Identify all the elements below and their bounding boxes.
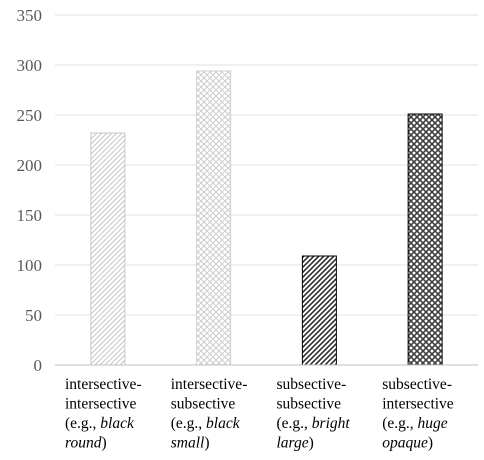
- svg-text:intersective-: intersective-: [65, 376, 142, 393]
- svg-text:intersective: intersective: [382, 396, 454, 413]
- x-axis-category-labels: intersective-intersective (e.g., black rou…: [65, 376, 454, 452]
- gridlines: [55, 14, 478, 316]
- bar: [407, 113, 443, 366]
- y-axis-ticks: 0 50 100 150 200 250 300 350: [17, 6, 43, 375]
- svg-text:subsective-: subsective-: [382, 376, 452, 393]
- x-category-label: subsective-subsective (e.g., bright large): [277, 376, 351, 452]
- svg-text:subsective-: subsective-: [277, 376, 347, 393]
- x-category-label: subsective-intersective (e.g., huge opaque…: [382, 376, 454, 452]
- x-category-label: intersective-intersective (e.g., black rou…: [65, 376, 142, 452]
- svg-text:large): large): [277, 435, 314, 452]
- svg-text:intersective-: intersective-: [171, 376, 248, 393]
- bar: [301, 255, 337, 366]
- svg-text:(e.g., black: (e.g., black: [171, 415, 241, 432]
- bar: [90, 132, 126, 366]
- y-tick-label: 250: [17, 106, 43, 125]
- svg-text:opaque): opaque): [382, 435, 433, 452]
- svg-text:(e.g., black: (e.g., black: [65, 415, 135, 432]
- y-tick-label: 350: [17, 6, 43, 25]
- y-tick-label: 0: [34, 356, 43, 375]
- y-tick-label: 150: [17, 206, 43, 225]
- svg-text:intersective: intersective: [65, 396, 137, 413]
- svg-text:(e.g., huge: (e.g., huge: [382, 415, 448, 432]
- svg-text:round): round): [65, 435, 107, 452]
- bars: [90, 70, 443, 366]
- svg-text:subsective: subsective: [277, 396, 342, 413]
- bar: [196, 70, 232, 366]
- y-tick-label: 100: [17, 256, 43, 275]
- y-tick-label: 200: [17, 156, 43, 175]
- svg-text:small): small): [171, 435, 210, 452]
- x-category-label: intersective-subsective (e.g., black small…: [171, 376, 248, 452]
- y-tick-label: 50: [25, 306, 42, 325]
- svg-text:(e.g., bright: (e.g., bright: [277, 415, 351, 432]
- svg-text:subsective: subsective: [171, 396, 236, 413]
- y-tick-label: 300: [17, 56, 43, 75]
